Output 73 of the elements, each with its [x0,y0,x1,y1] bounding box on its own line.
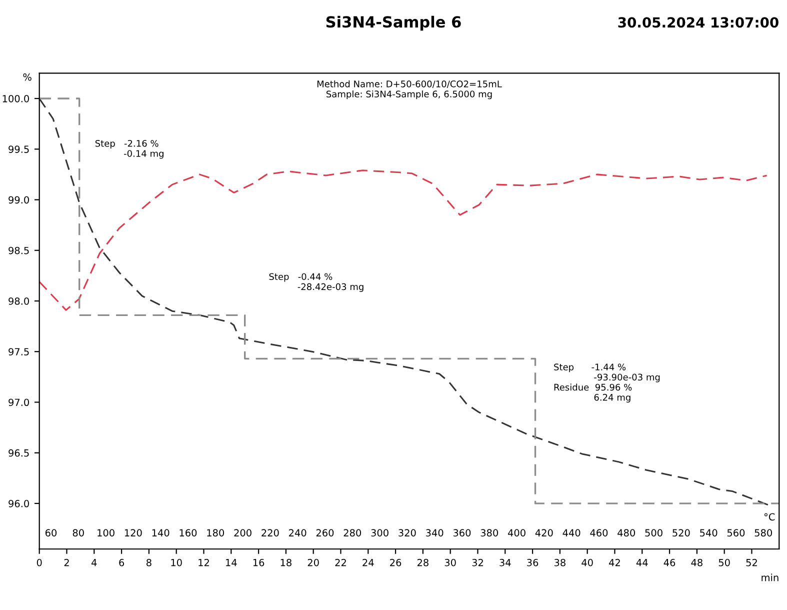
x2-tick-label: 420 [535,529,553,537]
x2-tick-label: 360 [453,529,471,537]
x-tick-label: 38 [554,558,566,566]
y-tick-label: 97.5 [8,348,29,356]
x2-tick-label: 260 [316,529,334,537]
x2-tick-label: 300 [371,529,388,537]
x2-tick-label: 580 [754,529,772,537]
chart-title: Si3N4-Sample 6 [326,16,461,31]
x2-tick-label: 500 [645,529,662,537]
x2-tick-label: 340 [426,529,444,537]
x-tick-label: 44 [636,559,648,566]
x2-tick-label: 460 [590,529,608,537]
y-tick-label: 100.0 [2,94,29,102]
y-tick-label: 96.0 [8,500,29,508]
x-tick-label: 2 [64,558,69,566]
y-tick-label: 98.5 [8,246,29,254]
x-tick-label: 28 [417,558,428,566]
x2-tick-label: 520 [672,529,690,537]
x2-tick-label: 60 [45,529,57,537]
x2-tick-label: 160 [180,529,197,537]
x-tick-label: 50 [718,558,730,566]
x2-tick-label: 400 [508,529,526,537]
x-tick-label: 16 [253,558,264,566]
y-tick-label: 96.5 [8,449,29,457]
x2-tick-label: 100 [98,529,114,537]
x-tick-label: 10 [171,558,182,566]
y-tick-label: 98.0 [8,297,29,305]
annotation: Step -1.44 % -93.90e-03 mg Residue 95.96 % 6.24 mg [554,364,660,403]
x-tick-label: 8 [146,558,152,566]
x-tick-label: 32 [472,558,483,566]
x-tick-label: 12 [198,558,209,566]
x2-tick-label: 220 [262,529,279,537]
x-tick-label: 14 [226,559,237,566]
x-tick-label: 26 [390,558,402,566]
x2-tick-label: 200 [234,529,252,537]
x2-tick-label: 120 [124,529,142,537]
x-tick-label: 6 [119,558,124,566]
x2-axis-title: °C [764,513,775,521]
x2-tick-label: 80 [72,529,84,537]
y-tick-label: 99.5 [8,146,29,153]
x-tick-label: 30 [444,558,456,566]
x2-tick-label: 440 [562,529,580,537]
y-tick-label: 99.0 [8,196,29,204]
x-tick-label: 46 [664,558,676,566]
x-tick-label: 48 [691,558,702,566]
x2-tick-label: 180 [207,529,224,537]
x-tick-label: 36 [527,558,538,566]
x2-tick-label: 280 [344,529,362,537]
x-axis-title: min [762,574,778,582]
x2-tick-label: 540 [700,529,718,537]
x-tick-label: 34 [500,558,511,566]
x2-tick-label: 320 [398,529,416,537]
x2-tick-label: 140 [152,529,170,537]
text: 30.05.2024 13:07:00 [618,17,778,28]
x-tick-label: 24 [362,558,374,566]
annotation: Step -2.16 % -0.14 mg [95,140,164,159]
x-tick-label: 40 [582,558,593,566]
x-tick-label: 4 [92,559,97,566]
line-series [39,170,768,311]
y-tick-label: 97.0 [8,398,29,406]
x2-tick-label: 560 [727,529,745,537]
x-tick-label: 0 [36,558,42,566]
x2-tick-label: 240 [289,529,306,537]
annotation: Step -0.44 % -28.42e-03 mg [269,273,364,292]
x2-tick-label: 480 [618,529,636,537]
text: Method Name: D+50-600/10/CO2=15mL Sample: Si3N4-Sample 6, 6.5000 mg [317,80,502,100]
x2-tick-label: 380 [480,529,498,537]
x-tick-label: 20 [308,558,319,566]
x-tick-label: 42 [609,558,620,566]
y-axis-title: % [23,73,32,81]
x-tick-label: 22 [335,558,346,566]
x-tick-label: 52 [746,558,757,566]
x-tick-label: 18 [280,558,292,566]
